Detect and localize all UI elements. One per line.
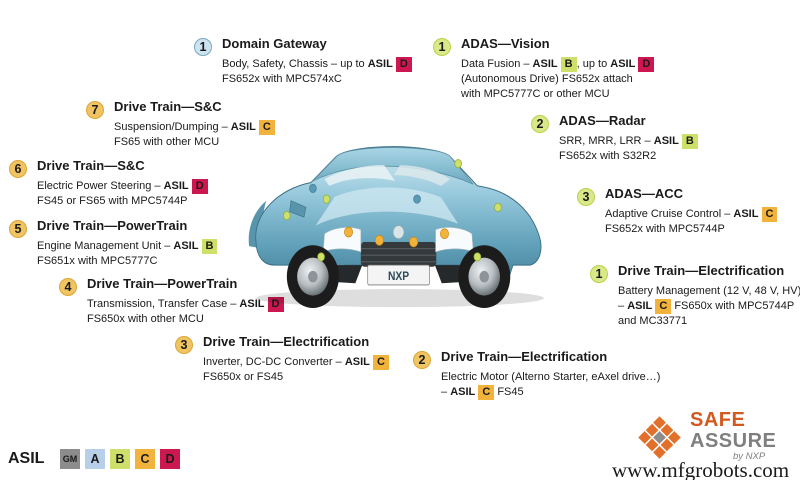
svg-text:NXP: NXP	[388, 270, 409, 283]
